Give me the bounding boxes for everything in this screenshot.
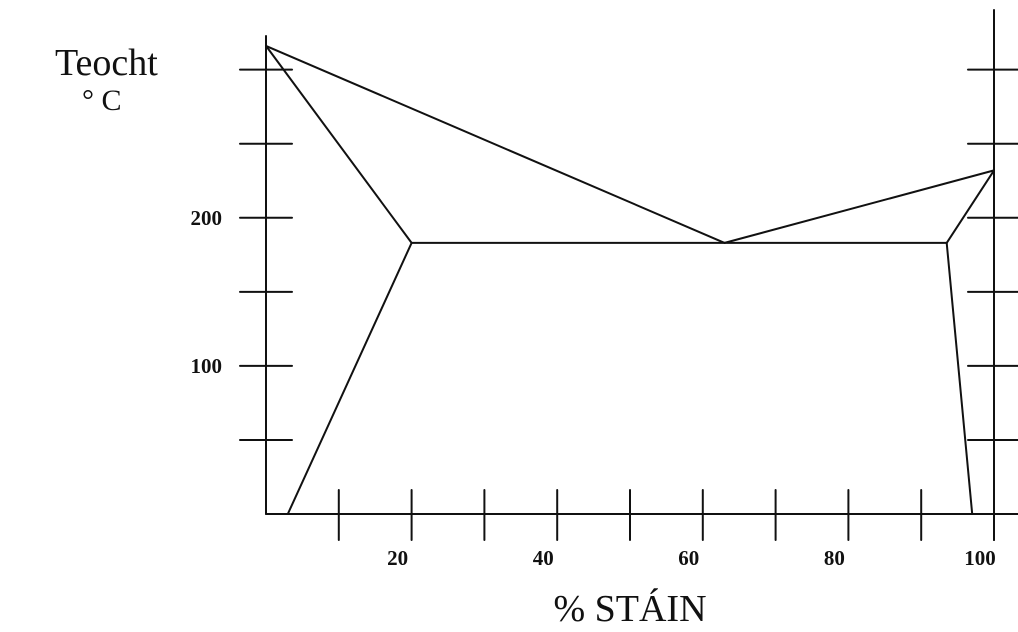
- y-axis-title: Teocht: [55, 42, 158, 84]
- phase-boundary-line: [945, 169, 995, 244]
- phase-boundary-line: [265, 44, 726, 244]
- x-tick-label: 80: [824, 546, 845, 570]
- x-tick-label: 60: [678, 546, 699, 570]
- y-axis-unit: ° C: [82, 84, 122, 117]
- ticks: [239, 68, 1018, 541]
- x-tick-label: 100: [964, 546, 996, 570]
- axes: [265, 9, 1018, 541]
- phase-boundary-line: [945, 241, 974, 515]
- series-lines: [265, 44, 995, 515]
- x-tick-label: 20: [387, 546, 408, 570]
- y-tick-label: 200: [191, 206, 223, 230]
- y-tick-label: 100: [191, 354, 223, 378]
- phase-boundary-line: [286, 241, 413, 515]
- phase-boundary-line: [265, 44, 413, 244]
- x-tick-label: 40: [533, 546, 554, 570]
- phase-boundary-line: [723, 169, 995, 244]
- x-axis-title: % STÁIN: [553, 588, 707, 630]
- tick-labels: 20 40 60 80 100 100 200: [191, 206, 996, 570]
